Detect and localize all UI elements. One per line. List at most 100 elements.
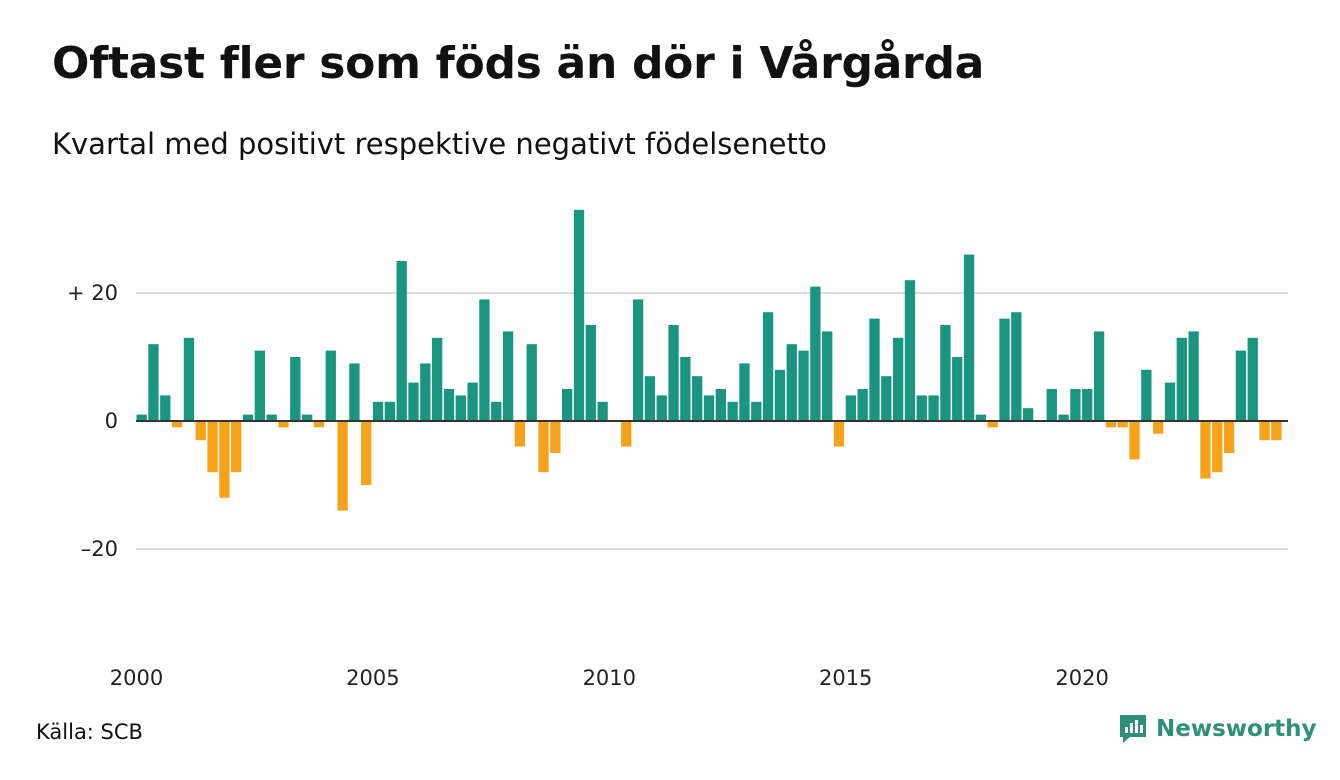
- bar: [1011, 312, 1022, 421]
- bar: [231, 421, 242, 473]
- bars: [136, 209, 1282, 511]
- bar: [940, 325, 951, 421]
- bar: [1093, 331, 1105, 421]
- bar: [621, 421, 632, 447]
- bar: [1164, 382, 1176, 421]
- bar: [1223, 421, 1235, 453]
- bar: [1271, 421, 1282, 441]
- bar: [1153, 421, 1164, 434]
- bar: [703, 395, 715, 421]
- bar: [644, 376, 656, 421]
- bar: [349, 363, 360, 421]
- bar: [396, 261, 407, 421]
- bar: [1176, 337, 1187, 421]
- bar: [774, 369, 786, 421]
- bar: [455, 395, 466, 421]
- bar: [727, 401, 738, 421]
- bar: [562, 389, 573, 421]
- bar: [372, 401, 384, 421]
- bar: [337, 421, 348, 511]
- bar: [904, 280, 916, 421]
- newsworthy-logo-icon: [1120, 715, 1146, 743]
- bar: [833, 421, 845, 447]
- bar: [963, 254, 975, 421]
- bar: [1117, 421, 1128, 428]
- bar: [207, 421, 218, 473]
- bar: [242, 414, 254, 421]
- bar: [680, 357, 691, 421]
- bar: [361, 421, 372, 485]
- chart-subtitle: Kvartal med positivt respektive negativt…: [52, 127, 827, 161]
- bar: [301, 414, 313, 421]
- bar: [254, 350, 265, 421]
- bar: [514, 421, 526, 447]
- bar: [597, 401, 608, 421]
- bar: [1105, 421, 1117, 428]
- bar: [692, 376, 703, 421]
- bar: [751, 401, 762, 421]
- bar: [987, 421, 998, 428]
- bar: [467, 382, 478, 421]
- source-note: Källa: SCB: [36, 720, 143, 744]
- bar: [916, 395, 927, 421]
- bar: [668, 325, 679, 421]
- bar: [881, 376, 892, 421]
- bar: [278, 421, 289, 428]
- bar: [1082, 389, 1093, 421]
- bar: [1259, 421, 1270, 441]
- bar: [479, 299, 490, 421]
- bar: [1046, 389, 1057, 421]
- bar: [183, 337, 195, 421]
- bar: [975, 414, 987, 421]
- x-tick-label: 2015: [819, 666, 872, 690]
- x-tick-label: 2000: [110, 666, 163, 690]
- gridlines: [136, 292, 1288, 550]
- bar: [585, 325, 596, 421]
- bar: [1212, 421, 1223, 473]
- bar: [313, 421, 325, 428]
- bar: [266, 414, 277, 421]
- bar: [999, 318, 1010, 421]
- bar: [1235, 350, 1247, 421]
- bar: [952, 357, 963, 421]
- bar: [443, 389, 455, 421]
- bar: [526, 344, 537, 421]
- bar: [928, 395, 939, 421]
- bar: [715, 389, 726, 421]
- bar: [550, 421, 561, 453]
- y-axis-ticks: + 20 0 –20: [67, 281, 118, 561]
- x-tick-label: 2010: [583, 666, 636, 690]
- bar: [573, 209, 585, 421]
- bar: [1188, 331, 1199, 421]
- bar: [290, 357, 301, 421]
- y-tick-label: 0: [105, 409, 118, 433]
- bar: [219, 421, 230, 498]
- bar: [845, 395, 856, 421]
- bar: [1247, 337, 1258, 421]
- bar: [160, 395, 171, 421]
- bar: [195, 421, 206, 441]
- x-tick-label: 2005: [346, 666, 399, 690]
- bar: [810, 286, 821, 421]
- newsworthy-logo: Newsworthy: [1118, 713, 1317, 745]
- y-tick-label: –20: [81, 537, 118, 561]
- bar-chart: + 20 0 –20 2000 2005 2010 2015 2020: [67, 209, 1288, 690]
- bar: [1200, 421, 1211, 479]
- bar: [892, 337, 904, 421]
- bar: [739, 363, 750, 421]
- x-axis-ticks: 2000 2005 2010 2015 2020: [110, 666, 1109, 690]
- bar: [1129, 421, 1140, 460]
- bar: [1070, 389, 1081, 421]
- bar: [1058, 414, 1069, 421]
- bar: [762, 312, 774, 421]
- bar: [798, 350, 809, 421]
- bar: [420, 363, 431, 421]
- bar: [325, 350, 336, 421]
- brand-name: Newsworthy: [1156, 716, 1317, 742]
- bar: [822, 331, 833, 421]
- bar: [171, 421, 183, 428]
- bar: [432, 337, 443, 421]
- chart-title: Oftast fler som föds än dör i Vårgårda: [52, 38, 985, 89]
- bar: [136, 414, 147, 421]
- bar: [148, 344, 159, 421]
